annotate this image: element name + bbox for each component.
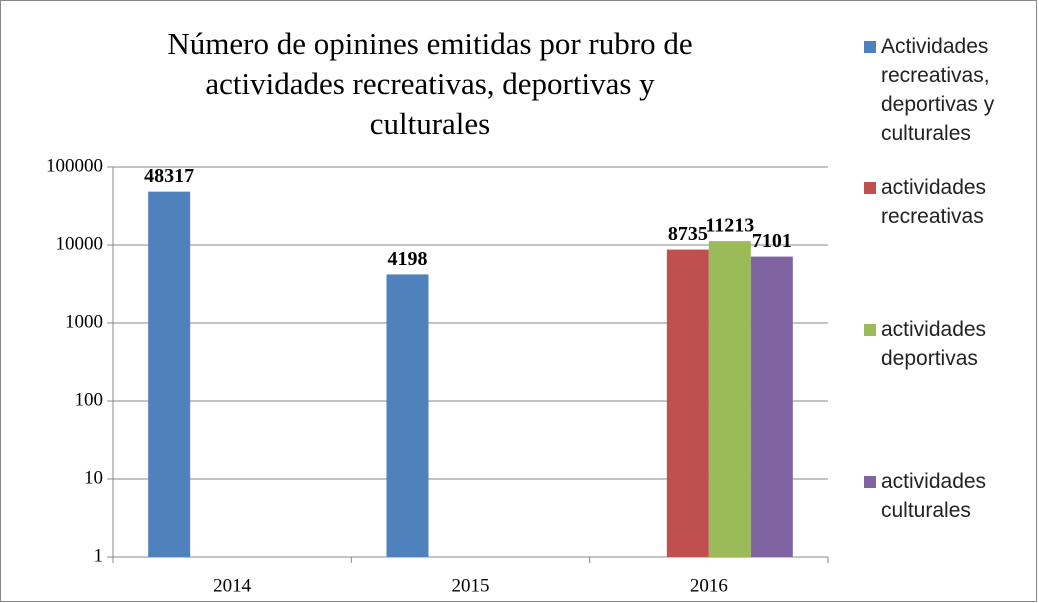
bar [148,191,191,557]
y-tick-label: 10 [84,467,103,488]
data-label: 4198 [388,248,428,270]
bar [666,249,709,558]
x-tick-label: 2016 [690,575,728,596]
legend-swatch [864,476,876,488]
legend-label: actividades recreativas [881,176,986,228]
data-label: 7101 [752,230,792,252]
legend-swatch [864,41,876,53]
bar [386,274,429,557]
y-tick-label: 100000 [46,155,103,176]
y-tick-label: 1 [94,545,104,566]
data-label: 48317 [144,165,194,187]
bar [750,256,793,557]
x-tick-label: 2015 [452,575,490,596]
data-label: 11213 [705,215,754,237]
legend-label: actividades culturales [881,470,986,522]
chart-title: Número de opinines emitidas por rubro de… [167,26,692,141]
data-label: 8735 [668,223,708,245]
x-tick-label: 2014 [213,575,252,596]
legend-label: actividades deportivas [881,318,986,370]
y-tick-label: 10000 [56,233,104,254]
bar [708,241,751,557]
legend-label: Actividades recreativas, deportivas y cultu… [881,35,995,145]
y-tick-label: 100 [75,389,104,410]
legend-swatch [864,324,876,336]
legend-swatch [864,182,876,194]
y-tick-label: 1000 [65,311,103,332]
